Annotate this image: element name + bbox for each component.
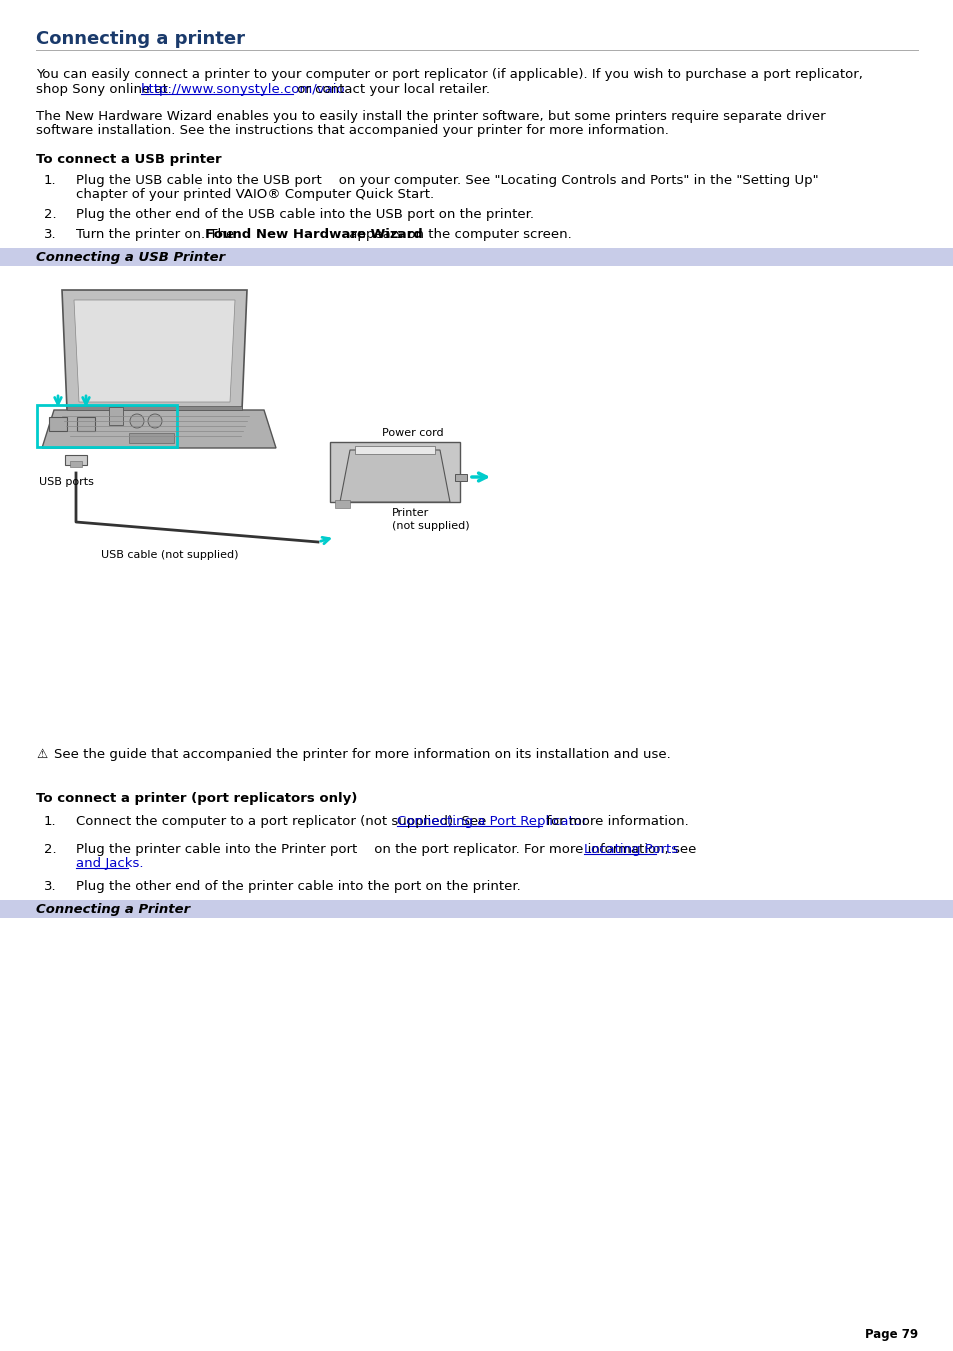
Circle shape [148,413,162,428]
Text: To connect a USB printer: To connect a USB printer [36,153,221,166]
Bar [67,407,242,409]
Text: 3.: 3. [44,228,56,240]
Text: 2.: 2. [44,843,56,857]
Bar [109,407,123,426]
Text: or contact your local retailer.: or contact your local retailer. [293,82,490,96]
Bar [65,455,87,465]
Bar [129,434,173,443]
Text: The New Hardware Wizard enables you to easily install the printer software, but : The New Hardware Wizard enables you to e… [36,109,824,123]
Text: appears on the computer screen.: appears on the computer screen. [344,228,571,240]
Text: Connecting a printer: Connecting a printer [36,30,245,49]
Text: To connect a printer (port replicators only): To connect a printer (port replicators o… [36,792,357,805]
Text: Plug the other end of the printer cable into the port on the printer.: Plug the other end of the printer cable … [76,880,520,893]
Polygon shape [42,409,275,449]
Circle shape [130,413,144,428]
Bar [49,417,67,431]
Text: USB ports: USB ports [39,477,93,486]
Text: for more information.: for more information. [541,815,688,828]
Bar [70,461,82,467]
Polygon shape [74,300,234,403]
Text: Connect the computer to a port replicator (not supplied). See: Connect the computer to a port replicato… [76,815,490,828]
Text: 3.: 3. [44,880,56,893]
Text: Connecting a Printer: Connecting a Printer [36,902,190,916]
Text: ⚠: ⚠ [36,748,48,761]
Text: See the guide that accompanied the printer for more information on its installat: See the guide that accompanied the print… [54,748,670,761]
Text: Connecting a USB Printer: Connecting a USB Printer [36,251,225,263]
Text: 1.: 1. [44,174,56,186]
Bar [355,446,435,454]
Bar [37,405,177,447]
Text: 1.: 1. [44,815,56,828]
Text: Power cord: Power cord [381,428,443,438]
Bar [330,442,459,503]
Text: USB cable (not supplied): USB cable (not supplied) [101,550,238,561]
Text: software installation. See the instructions that accompanied your printer for mo: software installation. See the instructi… [36,124,668,136]
Text: chapter of your printed VAIO® Computer Quick Start.: chapter of your printed VAIO® Computer Q… [76,188,434,201]
Polygon shape [339,450,450,503]
Text: Turn the printer on. The: Turn the printer on. The [76,228,238,240]
Text: and Jacks.: and Jacks. [76,857,143,870]
Bar [0,900,953,917]
Text: Plug the other end of the USB cable into the USB port on the printer.: Plug the other end of the USB cable into… [76,208,534,222]
Bar [455,474,467,481]
Polygon shape [62,290,247,409]
Text: Locating Ports: Locating Ports [583,843,677,857]
Text: Plug the printer cable into the Printer port    on the port replicator. For more: Plug the printer cable into the Printer … [76,843,700,857]
Text: http://www.sonystyle.com/vaio: http://www.sonystyle.com/vaio [141,82,345,96]
Text: Plug the USB cable into the USB port    on your computer. See "Locating Controls: Plug the USB cable into the USB port on … [76,174,818,186]
Text: Printer
(not supplied): Printer (not supplied) [392,508,469,531]
Text: 2.: 2. [44,208,56,222]
Text: Found New Hardware Wizard: Found New Hardware Wizard [205,228,422,240]
Text: Connecting a Port Replicator: Connecting a Port Replicator [396,815,587,828]
Text: Page 79: Page 79 [864,1328,917,1342]
Bar [77,417,95,431]
Text: You can easily connect a printer to your computer or port replicator (if applica: You can easily connect a printer to your… [36,68,862,81]
Bar [0,249,953,266]
Bar [335,500,350,508]
Text: shop Sony online at: shop Sony online at [36,82,172,96]
